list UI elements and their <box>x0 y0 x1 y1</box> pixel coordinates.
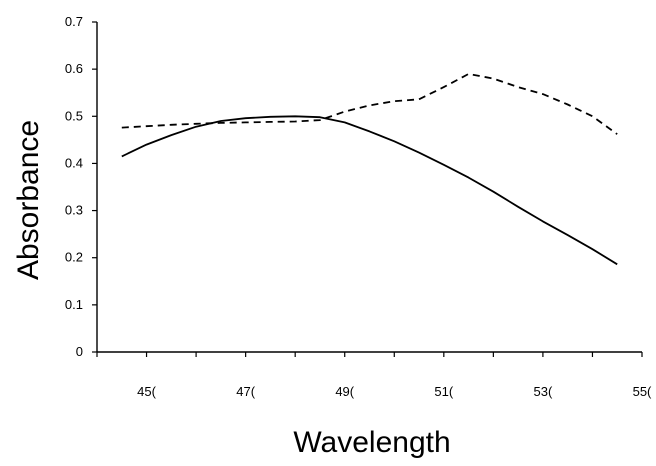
dashed-series-line <box>121 73 618 135</box>
y-axis-title: Absorbance <box>12 120 45 280</box>
y-tick-label: 0 <box>76 344 83 359</box>
x-tick-label: 51( <box>434 384 453 399</box>
y-axis-ticks: 0 0.1 0.2 0.3 0.4 0.5 0.6 0.7 <box>65 14 97 359</box>
y-tick-label: 0.4 <box>65 155 83 170</box>
y-tick-label: 0.3 <box>65 203 83 218</box>
x-tick-label: 45( <box>137 384 156 399</box>
y-tick-label: 0.5 <box>65 108 83 123</box>
x-axis-ticks: 45( 47( 49( 51( 53( 55( <box>96 352 652 399</box>
y-tick-label: 0.1 <box>65 297 83 312</box>
y-tick-label: 0.6 <box>65 61 83 76</box>
x-tick-label: 47( <box>236 384 255 399</box>
x-tick-label: 55( <box>633 384 652 399</box>
x-tick-label: 49( <box>335 384 354 399</box>
y-tick-label: 0.2 <box>65 250 83 265</box>
x-axis-title: Wavelength <box>293 426 450 459</box>
series-layer <box>121 73 618 266</box>
solid-series-line <box>121 115 618 266</box>
y-tick-label: 0.7 <box>65 14 83 29</box>
x-tick-label: 53( <box>534 384 553 399</box>
